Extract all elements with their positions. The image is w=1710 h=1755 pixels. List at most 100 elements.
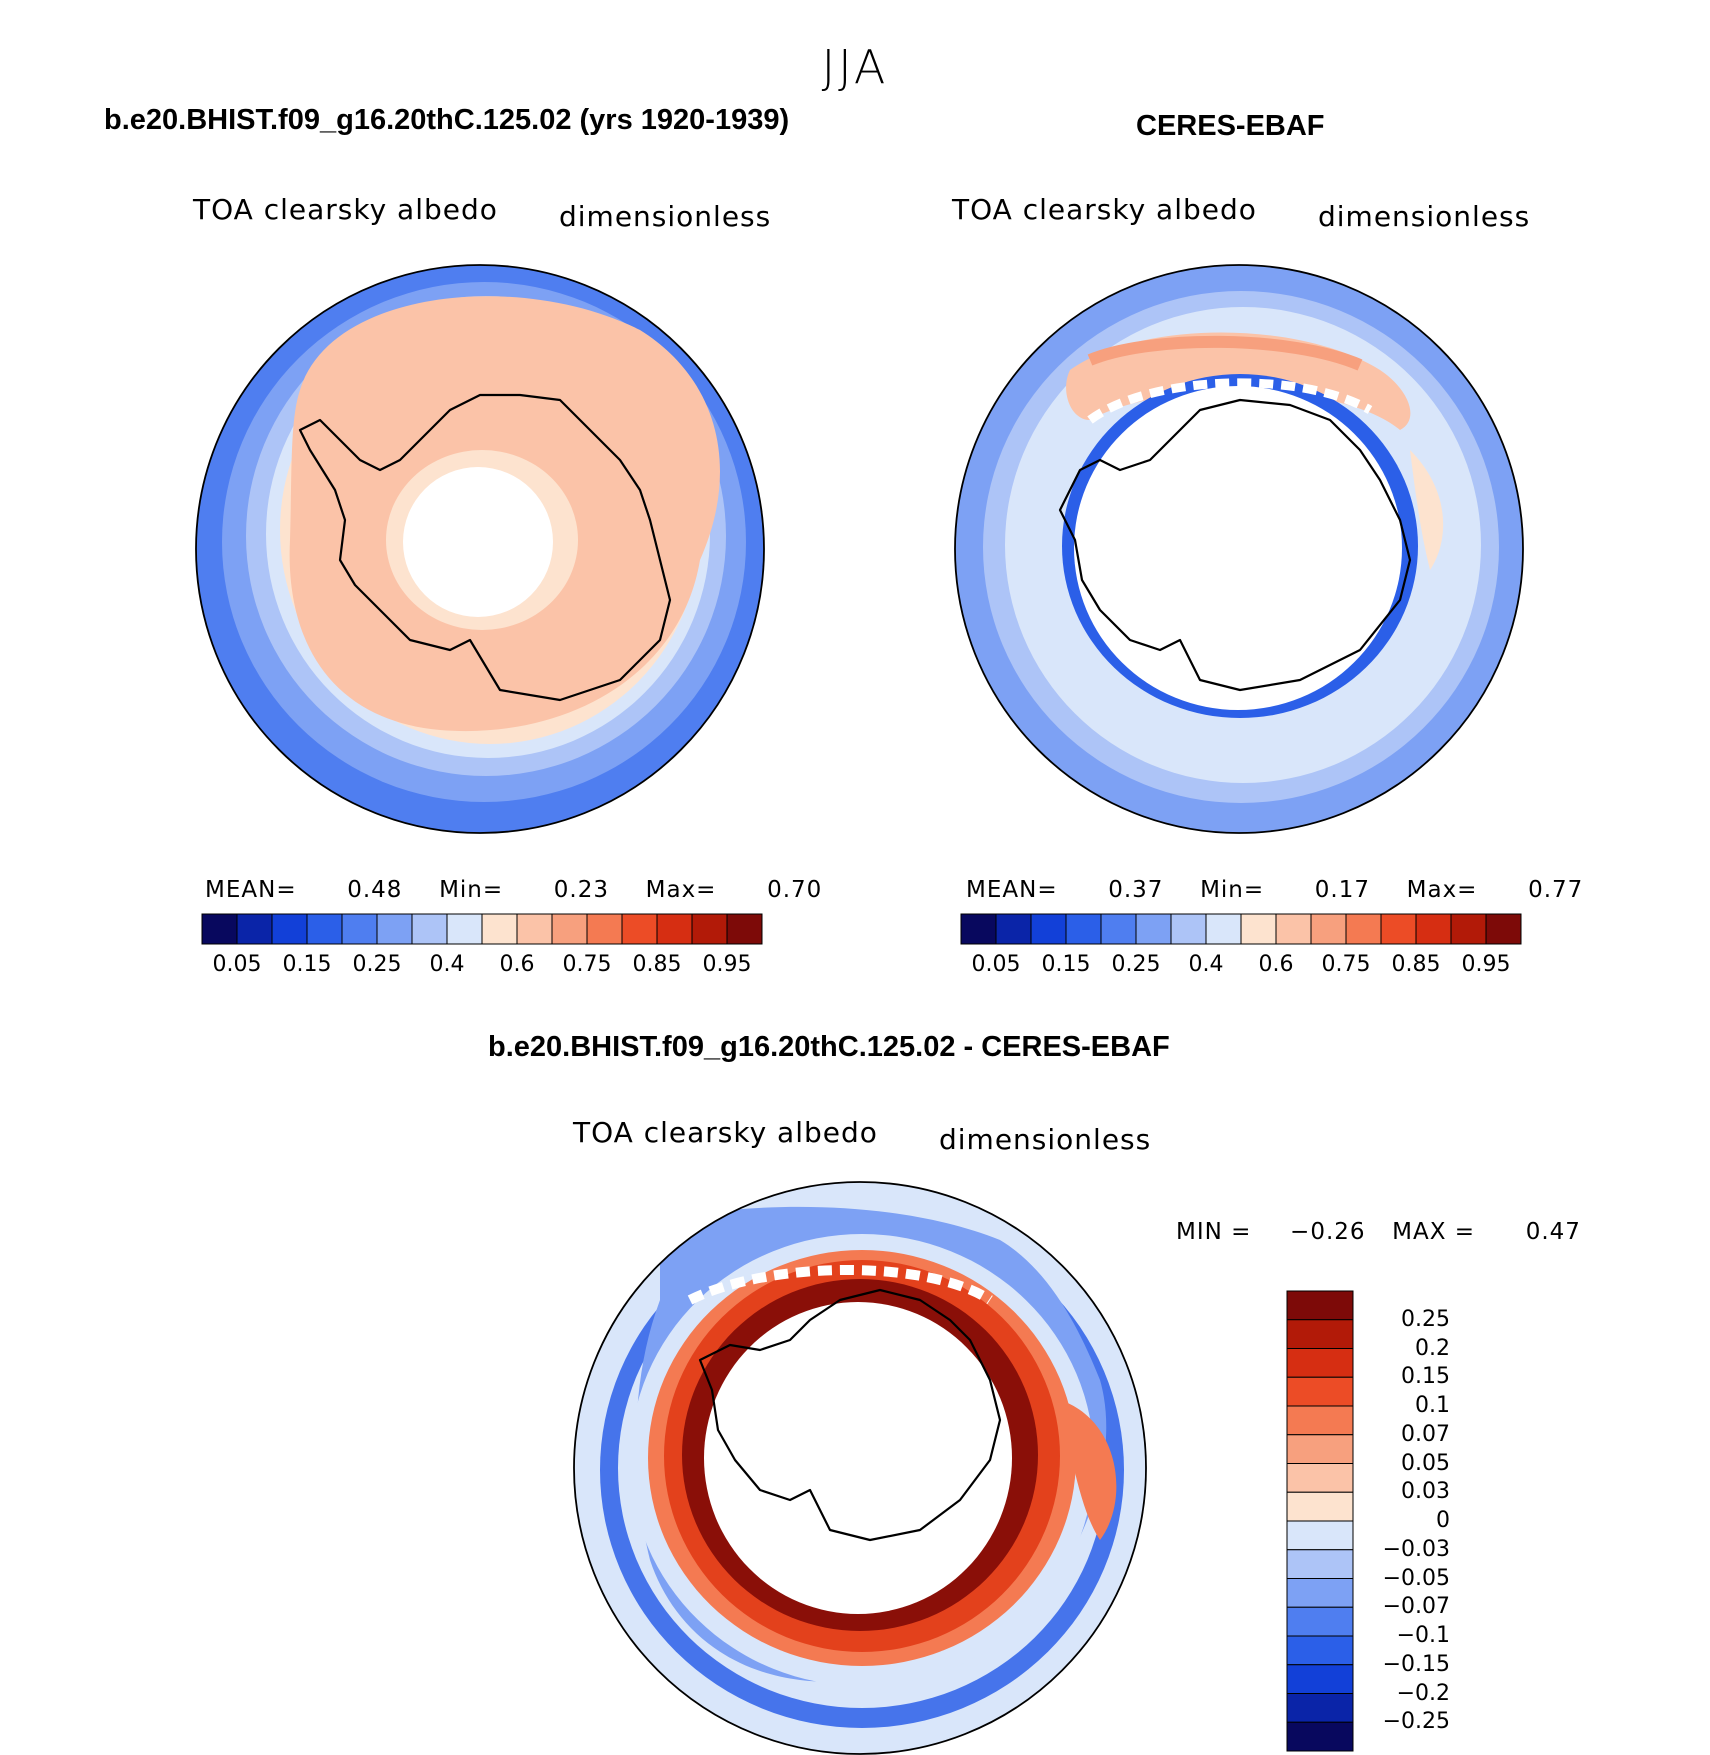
panel2-colorbar-box	[1485, 913, 1522, 945]
panel1-colorbar-box	[201, 913, 238, 945]
panel1-colorbar-tick-label: 0.05	[212, 952, 262, 977]
panel3-colorbar-box	[1286, 1348, 1354, 1378]
panel1-min-value: 0.23	[553, 877, 609, 903]
panel2-max-label: Max=	[1406, 877, 1478, 903]
panel3-colorbar-ticks: 0.25 0.2 0.15 0.1 0.07 0.05 0.03 0 −0.03 −0.05 −0.…	[1362, 1291, 1482, 1751]
panel2-colorbar-tick-label: 0.15	[1041, 952, 1091, 977]
panel3-max-value: 0.47	[1525, 1219, 1581, 1245]
panel2-min-value: 0.17	[1314, 877, 1370, 903]
panel3-colorbar-box	[1286, 1549, 1354, 1579]
panel3-colorbar-box	[1286, 1434, 1354, 1464]
panel2-colorbar-tick-label: 0.6	[1258, 952, 1294, 977]
panel3-colorbar-box	[1286, 1606, 1354, 1637]
panel3-colorbar-box	[1286, 1491, 1354, 1522]
panel3-colorbar-tick-label: −0.03	[1382, 1536, 1450, 1562]
panel3-colorbar-box	[1286, 1693, 1354, 1723]
panel2-mean-value: 0.37	[1108, 877, 1164, 903]
panel1-colorbar-box	[726, 913, 763, 945]
panel2-colorbar-tick-label: 0.05	[971, 952, 1021, 977]
panel1-colorbar-box	[586, 913, 623, 945]
panel2-colorbar-box	[1310, 913, 1347, 945]
panel2-colorbar-box	[1380, 913, 1417, 945]
panel1-colorbar-box	[691, 913, 728, 945]
panel2-mean-label: MEAN=	[966, 877, 1058, 903]
panel3-colorbar-box	[1286, 1520, 1354, 1551]
panel3-variable-label: TOA clearsky albedo	[573, 1116, 878, 1149]
panel2-colorbar-ticks: 0.05 0.15 0.25 0.4 0.6 0.75 0.85 0.95	[0, 952, 1710, 982]
panel3-colorbar-tick-label: −0.2	[1396, 1680, 1450, 1706]
panel1-max-label: Max=	[645, 877, 717, 903]
panel3-colorbar-tick-label: 0.15	[1401, 1364, 1450, 1390]
panel2-colorbar-box	[1415, 913, 1452, 945]
panel3-colorbar-tick-label: 0.25	[1401, 1306, 1450, 1332]
panel1-max-value: 0.70	[767, 877, 823, 903]
panel2-colorbar-box	[1275, 913, 1312, 945]
panel3-colorbar-tick-label: −0.05	[1382, 1565, 1450, 1591]
panel1-colorbar-tick-label: 0.15	[282, 952, 332, 977]
panel3-case-title: b.e20.BHIST.f09_g16.20thC.125.02 - CERES…	[488, 1031, 1170, 1063]
panel3-colorbar-tick-label: 0	[1436, 1508, 1450, 1533]
panel2-case-title: CERES-EBAF	[1136, 110, 1325, 142]
panel2-min-label: Min=	[1200, 877, 1265, 903]
panel1-variable-label: TOA clearsky albedo	[193, 193, 498, 226]
panel2-colorbar-box	[1030, 913, 1067, 945]
panel2-colorbar-tick-label: 0.75	[1321, 952, 1371, 977]
panel3-colorbar-tick-label: −0.1	[1396, 1623, 1450, 1648]
panel2-colorbar-box	[960, 913, 997, 945]
panel3-min-label: MIN =	[1176, 1219, 1252, 1245]
panel3-max-label: MAX =	[1392, 1219, 1476, 1245]
panel1-colorbar-box	[551, 913, 588, 945]
panel1-colorbar-box	[621, 913, 658, 945]
panel3-colorbar-tick-label: 0.07	[1401, 1421, 1450, 1447]
panel1-colorbar-box	[481, 913, 518, 945]
panel3-colorbar-tick-label: −0.15	[1382, 1651, 1450, 1677]
panel2-colorbar	[960, 913, 1522, 945]
panel2-colorbar-box	[1240, 913, 1277, 945]
panel1-colorbar-box	[271, 913, 308, 945]
panel1-mean-label: MEAN=	[205, 877, 297, 903]
panel2-units-label: dimensionless	[1318, 200, 1531, 233]
panel2-colorbar-box	[995, 913, 1032, 945]
panel1-colorbar-box	[376, 913, 413, 945]
panel1-colorbar-tick-label: 0.4	[429, 952, 465, 977]
panel3-units-label: dimensionless	[939, 1123, 1152, 1156]
panel1-colorbar-tick-label: 0.95	[702, 952, 752, 977]
panel1-colorbar-box	[341, 913, 378, 945]
panel2-colorbar-box	[1100, 913, 1137, 945]
panel1-min-label: Min=	[439, 877, 504, 903]
panel1-colorbar-box	[516, 913, 553, 945]
panel2-colorbar-tick-label: 0.95	[1461, 952, 1511, 977]
panel3-colorbar-box	[1286, 1463, 1354, 1493]
panel1-mean-value: 0.48	[347, 877, 403, 903]
panel2-colorbar-tick-label: 0.85	[1391, 952, 1441, 977]
panel2-colorbar-box	[1205, 913, 1242, 945]
panel1-colorbar-box	[236, 913, 273, 945]
panel3-colorbar-box	[1286, 1376, 1354, 1407]
figure-title: JJA	[821, 40, 889, 94]
panel3-colorbar-box	[1286, 1578, 1354, 1608]
panel3-colorbar-box	[1286, 1405, 1354, 1436]
panel3-colorbar-box	[1286, 1664, 1354, 1694]
panel3-colorbar-tick-label: 0.03	[1401, 1479, 1450, 1505]
panel1-colorbar-ticks: 0.05 0.15 0.25 0.4 0.6 0.75 0.85 0.95	[0, 952, 1710, 982]
panel2-colorbar-box	[1065, 913, 1102, 945]
panel2-colorbar-tick-label: 0.25	[1111, 952, 1161, 977]
panel1-colorbar-tick-label: 0.75	[562, 952, 612, 977]
panel1-colorbar	[201, 913, 763, 945]
panel2-colorbar-box	[1135, 913, 1172, 945]
panel1-case-title: b.e20.BHIST.f09_g16.20thC.125.02 (yrs 19…	[104, 104, 790, 136]
panel1-colorbar-tick-label: 0.25	[352, 952, 402, 977]
panel1-colorbar-box	[446, 913, 483, 945]
panel1-units-label: dimensionless	[559, 200, 772, 233]
panel2-colorbar-box	[1345, 913, 1382, 945]
panel3-min-value: −0.26	[1290, 1219, 1366, 1245]
panel3-colorbar-box	[1286, 1319, 1354, 1349]
panel1-colorbar-box	[656, 913, 693, 945]
panel3-colorbar-tick-label: 0.05	[1401, 1450, 1450, 1476]
panel2-colorbar-tick-label: 0.4	[1188, 952, 1224, 977]
panel1-colorbar-box	[411, 913, 448, 945]
panel3-colorbar-tick-label: −0.25	[1382, 1709, 1450, 1735]
panel3-colorbar-box	[1286, 1290, 1354, 1321]
panel3-colorbar-tick-label: −0.07	[1382, 1594, 1450, 1620]
